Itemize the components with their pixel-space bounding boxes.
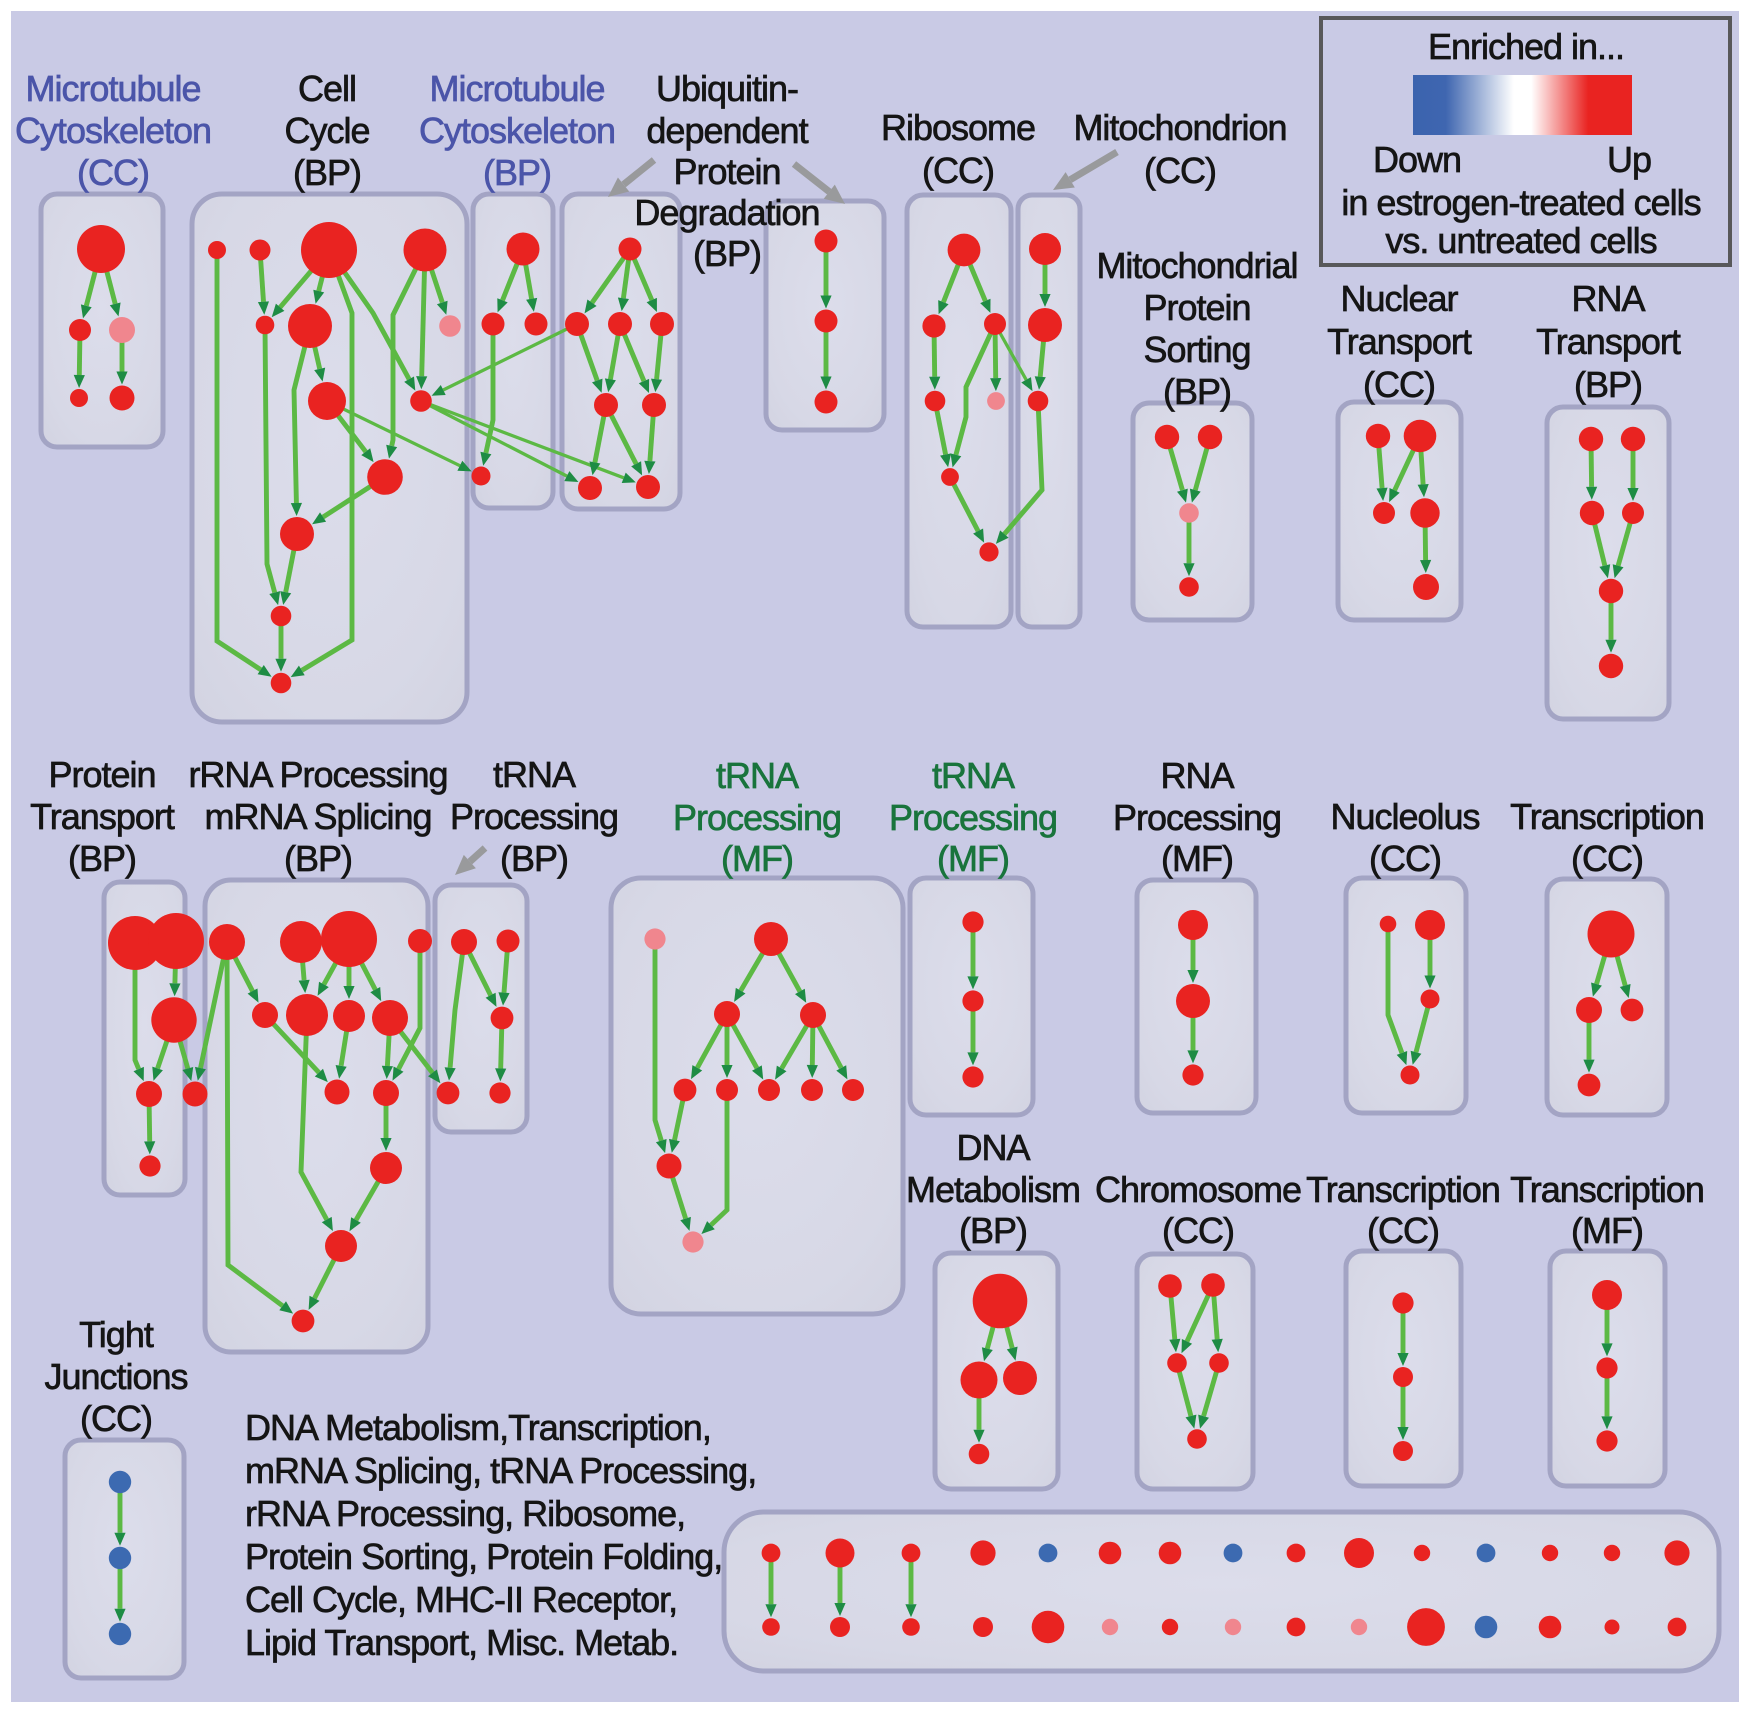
svg-text:Ubiquitin-: Ubiquitin- — [656, 68, 798, 109]
svg-text:(CC): (CC) — [1367, 1210, 1439, 1251]
svg-text:rRNA Processing: rRNA Processing — [188, 754, 447, 795]
svg-text:tRNA: tRNA — [932, 755, 1015, 796]
svg-text:Cell: Cell — [298, 68, 356, 109]
svg-text:(BP): (BP) — [284, 838, 352, 879]
svg-text:(CC): (CC) — [1369, 838, 1441, 879]
svg-text:Mitochondrial: Mitochondrial — [1096, 245, 1297, 286]
svg-text:Cycle: Cycle — [284, 110, 369, 151]
svg-text:(BP): (BP) — [959, 1210, 1027, 1251]
svg-text:(BP): (BP) — [483, 152, 551, 193]
svg-text:mRNA Splicing: mRNA Splicing — [204, 796, 431, 837]
svg-text:DNA: DNA — [956, 1127, 1030, 1168]
svg-text:(CC): (CC) — [1571, 838, 1643, 879]
svg-text:Processing: Processing — [889, 797, 1057, 838]
svg-text:(CC): (CC) — [922, 150, 994, 191]
svg-text:Transcription: Transcription — [1510, 796, 1704, 837]
svg-text:(MF): (MF) — [721, 838, 793, 879]
svg-text:vs. untreated cells: vs. untreated cells — [1385, 220, 1656, 261]
svg-text:Chromosome: Chromosome — [1095, 1169, 1301, 1210]
svg-text:Transport: Transport — [30, 796, 175, 837]
svg-text:Processing: Processing — [450, 796, 618, 837]
svg-text:(MF): (MF) — [1161, 838, 1233, 879]
svg-text:Processing: Processing — [673, 797, 841, 838]
svg-text:Degradation: Degradation — [634, 192, 819, 233]
svg-text:Ribosome: Ribosome — [881, 107, 1035, 148]
svg-text:Enriched in...: Enriched in... — [1428, 26, 1624, 67]
svg-text:mRNA Splicing, tRNA Processing: mRNA Splicing, tRNA Processing, — [245, 1450, 756, 1491]
svg-text:Microtubule: Microtubule — [429, 68, 604, 109]
svg-text:(MF): (MF) — [1571, 1210, 1643, 1251]
svg-text:Junctions: Junctions — [44, 1356, 187, 1397]
svg-text:Processing: Processing — [1113, 797, 1281, 838]
svg-text:Mitochondrion: Mitochondrion — [1073, 107, 1286, 148]
svg-text:RNA: RNA — [1571, 278, 1645, 319]
svg-text:Tight: Tight — [79, 1314, 154, 1355]
svg-text:(CC): (CC) — [1144, 150, 1216, 191]
svg-text:RNA: RNA — [1160, 755, 1234, 796]
svg-text:Nuclear: Nuclear — [1340, 278, 1458, 319]
svg-text:(CC): (CC) — [1162, 1210, 1234, 1251]
svg-text:tRNA: tRNA — [493, 754, 576, 795]
svg-text:Protein: Protein — [48, 754, 155, 795]
svg-text:(CC): (CC) — [80, 1398, 152, 1439]
svg-text:(CC): (CC) — [77, 152, 149, 193]
svg-text:Cytoskeleton: Cytoskeleton — [419, 110, 615, 151]
svg-text:Transcription: Transcription — [1510, 1169, 1704, 1210]
svg-text:(BP): (BP) — [68, 838, 136, 879]
svg-text:Cell Cycle, MHC-II Receptor,: Cell Cycle, MHC-II Receptor, — [245, 1579, 677, 1620]
svg-text:Transport: Transport — [1327, 321, 1472, 362]
svg-text:Transcription: Transcription — [1306, 1169, 1500, 1210]
svg-text:Sorting: Sorting — [1143, 329, 1250, 370]
svg-text:Protein: Protein — [1143, 287, 1250, 328]
svg-text:Transport: Transport — [1536, 321, 1681, 362]
svg-text:Protein Sorting, Protein Foldi: Protein Sorting, Protein Folding, — [245, 1536, 722, 1577]
svg-text:DNA Metabolism,Transcription,: DNA Metabolism,Transcription, — [245, 1407, 711, 1448]
svg-text:tRNA: tRNA — [716, 755, 799, 796]
svg-text:Protein: Protein — [673, 151, 780, 192]
svg-text:(CC): (CC) — [1363, 364, 1435, 405]
svg-text:(MF): (MF) — [937, 838, 1009, 879]
svg-text:(BP): (BP) — [693, 233, 761, 274]
svg-text:rRNA Processing, Ribosome,: rRNA Processing, Ribosome, — [245, 1493, 685, 1534]
svg-text:in estrogen-treated cells: in estrogen-treated cells — [1341, 182, 1700, 223]
svg-text:dependent: dependent — [646, 110, 808, 151]
svg-text:Nucleolus: Nucleolus — [1330, 796, 1479, 837]
svg-text:(BP): (BP) — [1163, 371, 1231, 412]
svg-text:Down: Down — [1373, 139, 1461, 180]
svg-text:Lipid Transport, Misc. Metab.: Lipid Transport, Misc. Metab. — [245, 1622, 678, 1663]
svg-text:Microtubule: Microtubule — [25, 68, 200, 109]
svg-text:Metabolism: Metabolism — [906, 1169, 1080, 1210]
svg-text:(BP): (BP) — [1574, 364, 1642, 405]
svg-text:(BP): (BP) — [500, 838, 568, 879]
svg-text:(BP): (BP) — [293, 152, 361, 193]
svg-text:Cytoskeleton: Cytoskeleton — [15, 110, 211, 151]
svg-text:Up: Up — [1607, 139, 1651, 180]
